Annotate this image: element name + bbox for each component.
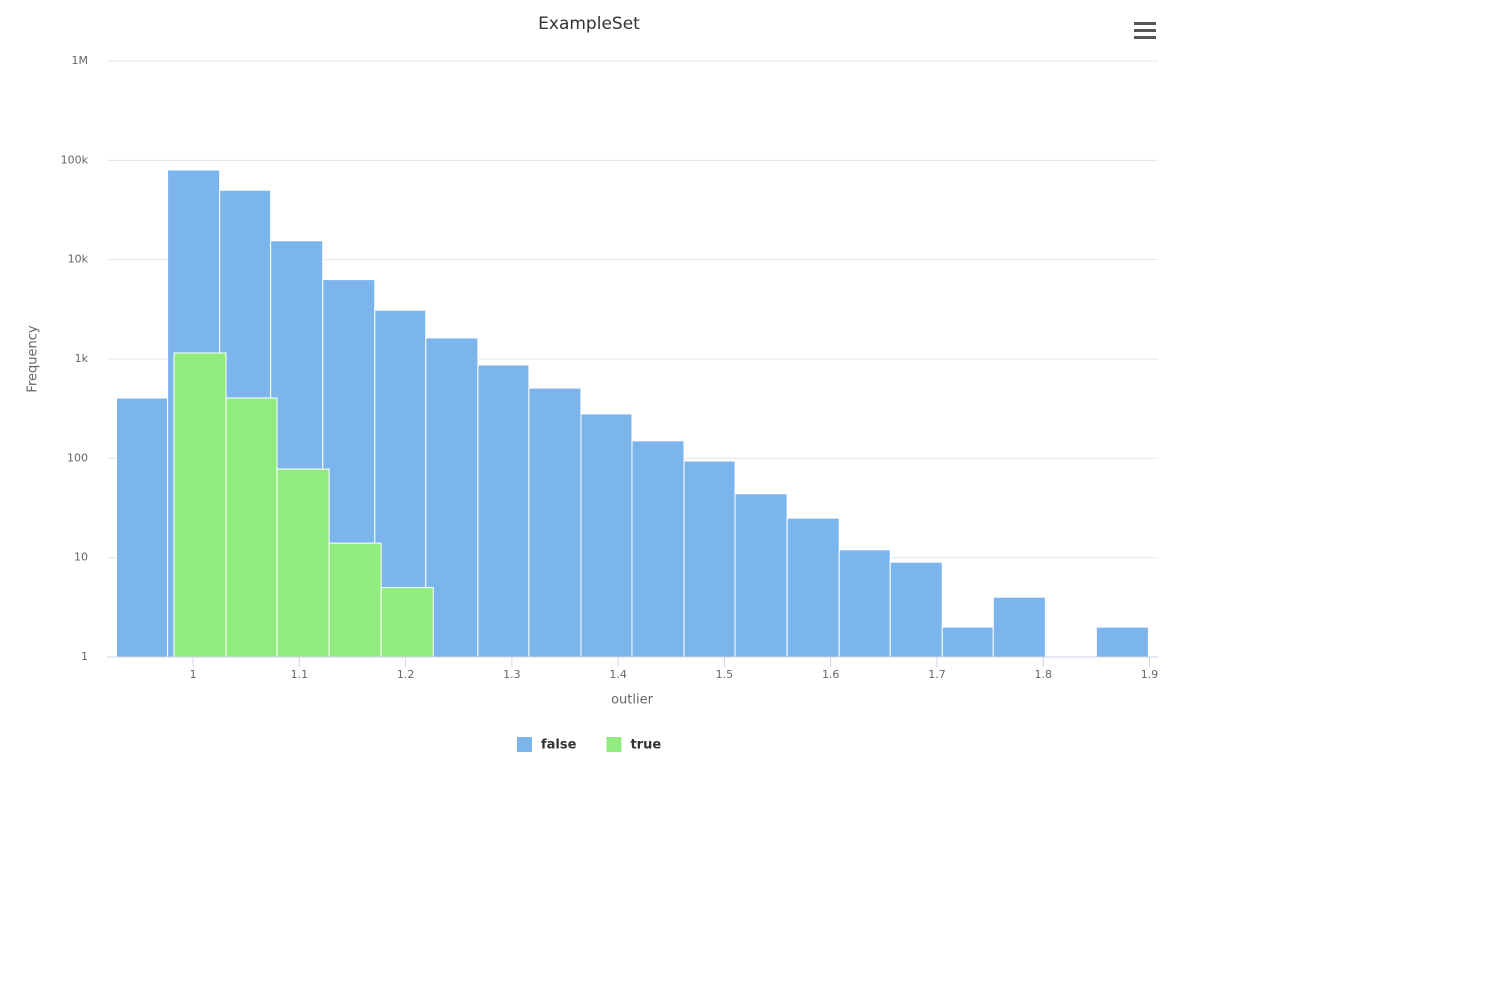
y-tick-label: 10 (74, 551, 88, 564)
legend-swatch (606, 737, 622, 752)
chart-title: ExampleSet (538, 14, 640, 34)
bar (889, 561, 943, 658)
x-tick-label: 1 (190, 668, 197, 681)
bar (425, 337, 479, 658)
x-tick-label: 1.9 (1141, 668, 1159, 681)
bar (941, 626, 994, 658)
y-tick-label: 10k (68, 253, 89, 266)
x-tick-label: 1.8 (1034, 668, 1052, 681)
x-tick-label: 1.4 (609, 668, 627, 681)
x-tick-label: 1.1 (291, 668, 309, 681)
bar (631, 440, 685, 658)
x-tick-label: 1.3 (503, 668, 521, 681)
legend-swatch (517, 737, 532, 752)
menu-button[interactable] (1130, 14, 1160, 44)
bar (786, 517, 840, 658)
bar (380, 587, 434, 658)
y-tick-label: 1 (81, 650, 88, 663)
bar (116, 397, 169, 658)
bar (838, 549, 891, 658)
menu-icon-bar[interactable] (1134, 29, 1156, 32)
x-axis-label: outlier (611, 693, 654, 708)
bar (477, 364, 530, 658)
bar (1095, 626, 1149, 658)
bar (992, 596, 1046, 658)
legend-label: true (630, 738, 661, 753)
bar (173, 352, 227, 658)
y-tick-label: 100k (61, 153, 89, 166)
x-tick-label: 1.7 (928, 668, 946, 681)
bar (328, 542, 382, 658)
menu-icon-bar[interactable] (1134, 22, 1156, 25)
y-axis-label: Frequency (26, 325, 41, 392)
y-tick-label: 100 (67, 451, 88, 464)
x-tick-label: 1.6 (822, 668, 840, 681)
bar (276, 468, 330, 658)
bar (528, 387, 582, 658)
y-tick-label: 1M (72, 54, 89, 67)
bar (225, 397, 278, 658)
bar (683, 460, 736, 658)
legend: false true (517, 737, 661, 753)
y-tick-label: 1k (75, 352, 89, 365)
x-tick-label: 1.5 (716, 668, 734, 681)
bar (734, 493, 788, 658)
bar (580, 413, 633, 658)
menu-icon-bar[interactable] (1134, 36, 1156, 39)
legend-label: false (541, 738, 577, 753)
x-tick-label: 1.2 (397, 668, 415, 681)
